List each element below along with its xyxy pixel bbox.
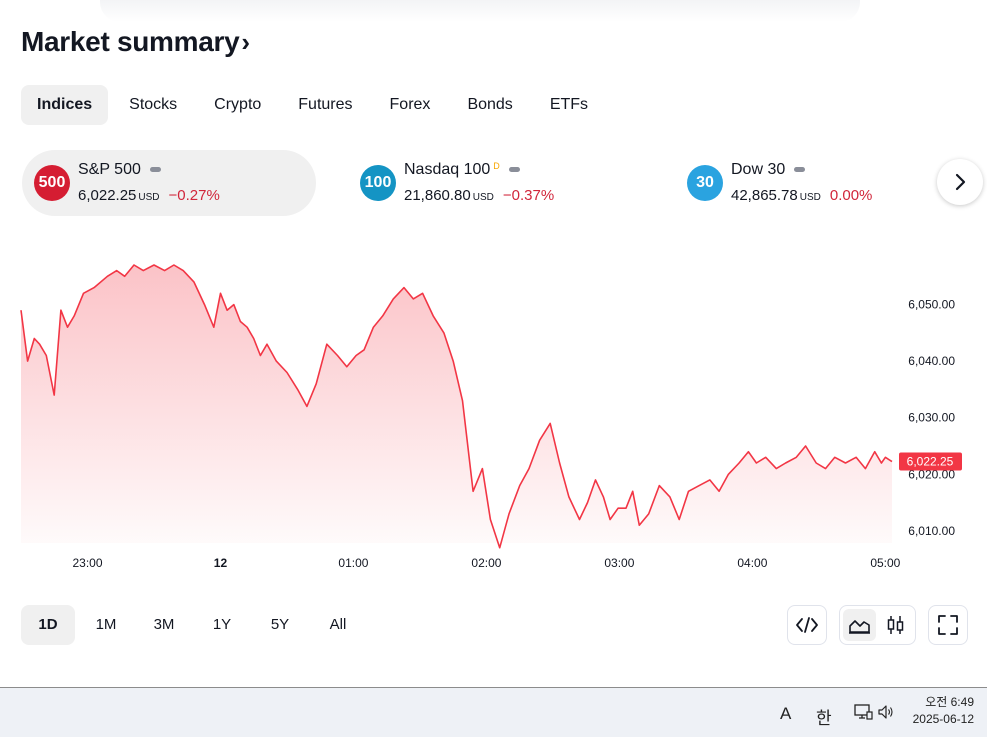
- category-tabs: Indices Stocks Crypto Futures Forex Bond…: [21, 85, 609, 125]
- range-3m[interactable]: 3M: [153, 616, 175, 633]
- change-percent: −0.27%: [168, 187, 220, 204]
- clock-date: 2025-06-12: [912, 712, 974, 726]
- price-area-fill: [21, 265, 892, 548]
- candlestick-icon: [887, 616, 904, 634]
- ime-language-indicator[interactable]: 한: [816, 709, 832, 728]
- price-chart[interactable]: 6,050.00 6,040.00 6,030.00 6,020.00 6,010.00…: [0, 230, 987, 580]
- price-value: 6,022.25: [78, 187, 137, 204]
- clock-time: 오전 6:49: [925, 695, 974, 709]
- change-percent: −0.37%: [502, 187, 555, 204]
- dow30-logo-icon: 30: [687, 165, 723, 201]
- last-price-badge: [899, 452, 962, 471]
- volume-icon[interactable]: [877, 704, 895, 720]
- next-tickers-button[interactable]: [937, 159, 983, 205]
- ime-mode-indicator[interactable]: A: [780, 704, 792, 723]
- network-icon[interactable]: [853, 703, 873, 721]
- y-tick-label: 6,010.00: [908, 524, 955, 538]
- price-value: 42,865.78: [731, 187, 798, 204]
- market-summary-title[interactable]: Market summary›: [21, 26, 250, 58]
- price-line: [20, 264, 893, 549]
- range-all[interactable]: All: [329, 616, 347, 633]
- ticker-name-text: Dow 30: [731, 161, 786, 178]
- change-percent: 0.00%: [829, 187, 873, 204]
- ticker-price: 21,860.80 USD −0.37%: [404, 187, 554, 204]
- ticker-name: Nasdaq 100 D: [404, 161, 520, 179]
- currency-label: USD: [138, 192, 160, 203]
- ticker-name-text: Nasdaq 100: [404, 161, 491, 178]
- chevron-right-icon[interactable]: ›: [241, 27, 250, 57]
- embed-button[interactable]: [787, 605, 827, 645]
- area-chart-icon: [849, 620, 870, 634]
- ticker-sp500[interactable]: 500 S&P 500 6,022.25 USD −0.27%: [22, 150, 316, 216]
- page-title[interactable]: Market summary: [21, 26, 240, 57]
- currency-label: USD: [799, 192, 821, 203]
- delayed-badge: D: [493, 161, 500, 171]
- ticker-name: S&P 500: [78, 161, 161, 179]
- x-tick-label: 12: [214, 556, 228, 570]
- y-tick-label: 6,030.00: [908, 411, 955, 425]
- fullscreen-button[interactable]: [928, 605, 968, 645]
- status-dash-icon: [508, 167, 520, 173]
- range-1y[interactable]: 1Y: [212, 616, 232, 633]
- y-tick-label: 6,020.00: [908, 467, 955, 481]
- last-price-label: 6,022.25: [907, 455, 954, 469]
- range-selector: 1D 1M 3M 1Y 5Y All: [21, 605, 369, 645]
- code-icon: [796, 617, 818, 633]
- sp500-logo-icon: 500: [34, 165, 70, 201]
- tab-etfs[interactable]: ETFs: [549, 96, 589, 113]
- currency-label: USD: [472, 192, 494, 203]
- ticker-name: Dow 30: [731, 161, 806, 179]
- windows-taskbar: A 한 오전 6:49 2025-06-12: [0, 687, 987, 737]
- x-tick-label: 05:00: [870, 556, 900, 570]
- candles-style-button[interactable]: [879, 609, 912, 641]
- nasdaq100-logo-icon: 100: [360, 165, 396, 201]
- ticker-name-text: S&P 500: [78, 161, 141, 178]
- tab-crypto[interactable]: Crypto: [214, 96, 262, 113]
- range-5y[interactable]: 5Y: [270, 616, 290, 633]
- ticker-nasdaq100[interactable]: 100 Nasdaq 100 D 21,860.80 USD −0.37%: [348, 150, 642, 216]
- tab-futures[interactable]: Futures: [298, 96, 353, 113]
- y-tick-label: 6,040.00: [908, 354, 955, 368]
- tab-bonds[interactable]: Bonds: [467, 96, 513, 113]
- ticker-price: 42,865.78 USD 0.00%: [731, 187, 872, 204]
- tab-indices[interactable]: Indices: [21, 85, 109, 125]
- x-tick-label: 01:00: [338, 556, 368, 570]
- chart-style-toggle: [839, 605, 916, 645]
- chevron-right-icon: [955, 173, 966, 191]
- fullscreen-icon: [938, 615, 958, 635]
- x-tick-label: 04:00: [737, 556, 767, 570]
- status-dash-icon: [149, 167, 161, 173]
- tab-forex[interactable]: Forex: [389, 96, 431, 113]
- ticker-price: 6,022.25 USD −0.27%: [78, 187, 220, 204]
- ticker-dow30[interactable]: 30 Dow 30 42,865.78 USD 0.00%: [675, 150, 969, 216]
- x-tick-label: 23:00: [72, 556, 102, 570]
- status-dash-icon: [794, 167, 806, 173]
- system-clock[interactable]: 오전 6:49 2025-06-12: [908, 694, 974, 728]
- price-value: 21,860.80: [404, 187, 471, 204]
- range-1d[interactable]: 1D: [21, 605, 75, 645]
- tab-stocks[interactable]: Stocks: [129, 96, 178, 113]
- range-1m[interactable]: 1M: [95, 616, 117, 633]
- area-style-button[interactable]: [843, 609, 876, 641]
- x-tick-label: 03:00: [604, 556, 634, 570]
- top-fade: [100, 0, 860, 22]
- x-tick-label: 02:00: [471, 556, 501, 570]
- y-tick-label: 6,050.00: [908, 298, 955, 312]
